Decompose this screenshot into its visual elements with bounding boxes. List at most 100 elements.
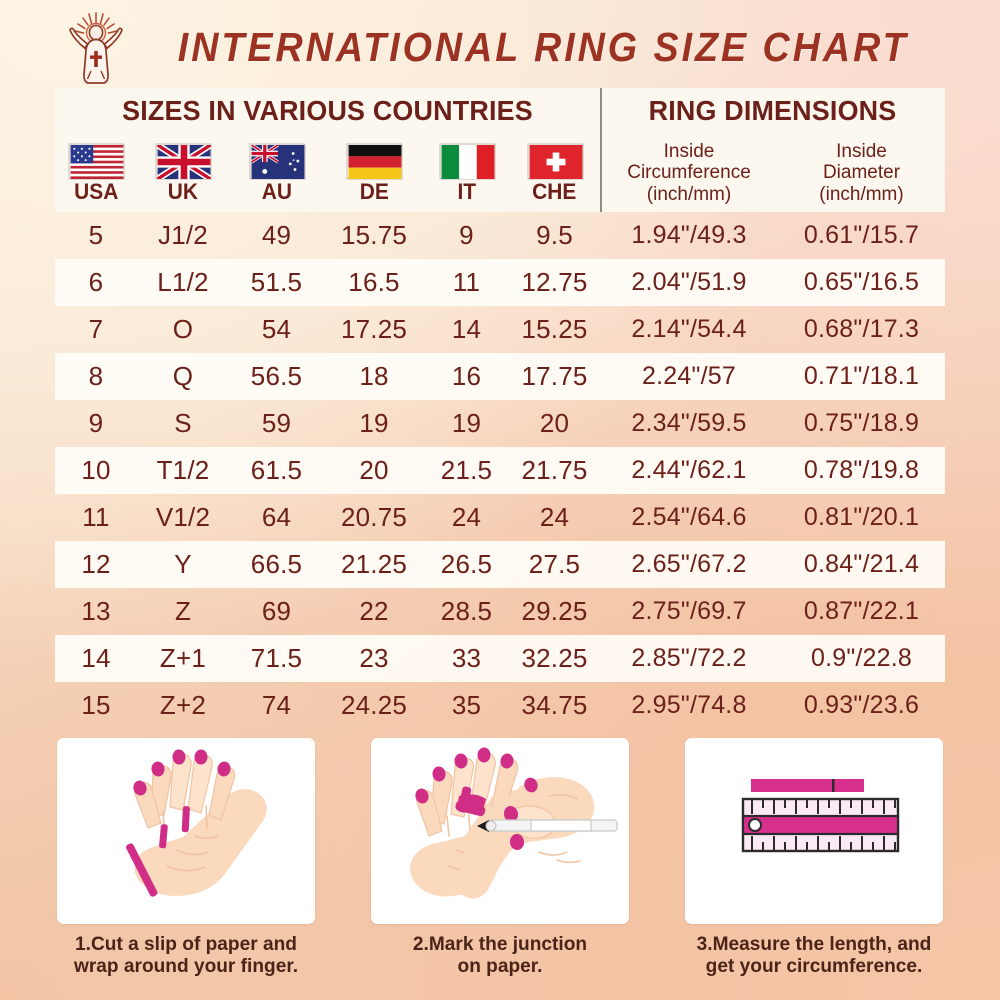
step1-line2: wrap around your finger.	[73, 955, 299, 978]
cell-au: 66.5	[250, 549, 303, 579]
cell-de: 23	[359, 643, 389, 673]
instruction-step-2-caption: 2.Mark the junction on paper.	[374, 933, 627, 977]
cell-circumference: 2.24"/57	[642, 362, 736, 390]
page-header: INTERNATIONAL RING SIZE CHART	[0, 8, 1000, 86]
cell-de: 22	[359, 596, 389, 626]
cell-it: 19	[451, 408, 482, 438]
cell-circumference: 1.94"/49.3	[631, 221, 747, 249]
table-body: 5 J1/2 49 15.75 9 9.5 1.94"/49.3 0.61"/15.7 6 L1/…	[55, 212, 945, 729]
column-header-au: AU	[229, 134, 324, 212]
cell-che: 12.75	[521, 267, 588, 297]
instruction-step-2: 2.Mark the junction on paper.	[371, 738, 629, 988]
table-row: 5 J1/2 49 15.75 9 9.5 1.94"/49.3 0.61"/15.7	[55, 212, 945, 259]
instruction-step-3-caption: 3.Measure the length, and get your circu…	[688, 933, 941, 977]
ruler-measuring-paper-strip-illustration	[685, 738, 943, 924]
cell-che: 21.75	[521, 455, 588, 485]
cell-circumference: 2.14"/54.4	[631, 315, 747, 343]
cell-che: 20	[539, 408, 570, 438]
cell-circumference: 2.75"/69.7	[631, 597, 747, 625]
column-header-usa: USA	[55, 134, 137, 212]
cell-diameter: 0.84"/21.4	[803, 550, 920, 578]
instruction-step-3: 3.Measure the length, and get your circu…	[685, 738, 943, 988]
cell-circumference: 2.04"/51.9	[631, 268, 747, 296]
cell-au: 64	[261, 502, 292, 532]
cell-diameter: 0.78"/19.8	[803, 456, 920, 484]
cell-diameter: 0.61"/15.7	[803, 221, 920, 249]
diam-line1: Inside	[836, 141, 887, 163]
step3-line2: get your circumference.	[705, 955, 923, 978]
cell-de: 19	[359, 408, 389, 438]
cell-uk: Y	[174, 549, 192, 579]
cell-circumference: 2.65"/67.2	[631, 550, 747, 578]
cell-uk: J1/2	[158, 220, 208, 250]
cell-usa: 15	[81, 690, 111, 720]
instructions-section: 1.Cut a slip of paper and wrap around yo…	[57, 738, 943, 988]
cell-au: 56.5	[250, 361, 303, 391]
circ-line2: Circumference	[627, 162, 751, 184]
flag-usa-icon	[68, 142, 125, 180]
cell-diameter: 0.9"/22.8	[810, 644, 913, 672]
column-header-de-label: DE	[359, 178, 389, 204]
cell-circumference: 2.54"/64.6	[631, 503, 747, 531]
cell-uk: O	[172, 314, 194, 344]
cell-au: 74	[261, 690, 292, 720]
column-header-de: DE	[324, 134, 424, 212]
column-header-vertical-divider	[600, 134, 602, 212]
cell-diameter: 0.81"/20.1	[803, 503, 920, 531]
diam-line2: Diameter	[822, 162, 901, 184]
group-header-countries: SIZES IN VARIOUS COUNTRIES	[122, 95, 533, 126]
cell-che: 9.5	[536, 220, 573, 250]
table-row: 12 Y 66.5 21.25 26.5 27.5 2.65"/67.2 0.84"/21.4	[55, 541, 945, 588]
flag-uk-icon	[155, 142, 212, 180]
cell-usa: 14	[81, 643, 111, 673]
cell-usa: 6	[88, 267, 104, 297]
cell-che: 17.75	[521, 361, 588, 391]
table-row: 13 Z 69 22 28.5 29.25 2.75"/69.7 0.87"/22.1	[55, 588, 945, 635]
cell-de: 24.25	[340, 690, 408, 720]
cell-au: 61.5	[250, 455, 303, 485]
column-header-che: CHE	[509, 134, 600, 212]
cell-uk: V1/2	[155, 502, 211, 532]
cell-uk: Z+1	[159, 643, 207, 673]
flag-australia-icon	[248, 142, 306, 180]
table-row: 8 Q 56.5 18 16 17.75 2.24"/57 0.71"/18.1	[55, 353, 945, 400]
cell-au: 59	[261, 408, 292, 438]
cell-circumference: 2.44"/62.1	[631, 456, 747, 484]
cell-diameter: 0.87"/22.1	[803, 597, 920, 625]
cell-uk: Z+2	[159, 690, 207, 720]
cell-au: 69	[261, 596, 292, 626]
hands-marking-paper-with-pen-illustration	[371, 738, 629, 924]
cell-de: 15.75	[340, 220, 408, 250]
cell-circumference: 2.85"/72.2	[631, 644, 747, 672]
diam-line3: (inch/mm)	[819, 183, 904, 205]
table-row: 6 L1/2 51.5 16.5 11 12.75 2.04"/51.9 0.65"/16.5	[55, 259, 945, 306]
cell-diameter: 0.75"/18.9	[803, 409, 920, 437]
cell-de: 21.25	[340, 549, 408, 579]
cell-usa: 11	[82, 502, 110, 532]
circ-line3: (inch/mm)	[646, 183, 732, 205]
cell-che: 27.5	[528, 549, 581, 579]
flag-italy-icon	[438, 142, 496, 180]
cell-usa: 7	[88, 314, 104, 344]
hand-with-paper-strip-illustration	[57, 738, 315, 924]
group-header-dimensions: RING DIMENSIONS	[648, 95, 897, 126]
column-header-che-label: CHE	[532, 178, 577, 204]
cell-it: 35	[451, 690, 482, 720]
cell-diameter: 0.65"/16.5	[803, 268, 920, 296]
cell-uk: Z	[174, 596, 192, 626]
cell-uk: Q	[172, 361, 194, 391]
table-row: 11 V1/2 64 20.75 24 24 2.54"/64.6 0.81"/20.1	[55, 494, 945, 541]
column-header-au-label: AU	[261, 178, 292, 204]
header-vertical-divider	[600, 88, 602, 134]
step1-line1: 1.Cut a slip of paper and	[75, 933, 297, 955]
step2-line1: 2.Mark the junction	[412, 933, 588, 955]
page-title: INTERNATIONAL RING SIZE CHART	[177, 23, 909, 70]
table-row: 15 Z+2 74 24.25 35 34.75 2.95"/74.8 0.93"/23.6	[55, 682, 945, 729]
column-header-inside-circumference: Inside Circumference (inch/mm)	[600, 134, 778, 212]
flag-germany-icon	[346, 142, 403, 180]
instruction-step-1: 1.Cut a slip of paper and wrap around yo…	[57, 738, 315, 988]
cell-it: 26.5	[440, 549, 493, 579]
cell-usa: 9	[88, 408, 104, 438]
column-header-inside-diameter: Inside Diameter (inch/mm)	[778, 134, 945, 212]
